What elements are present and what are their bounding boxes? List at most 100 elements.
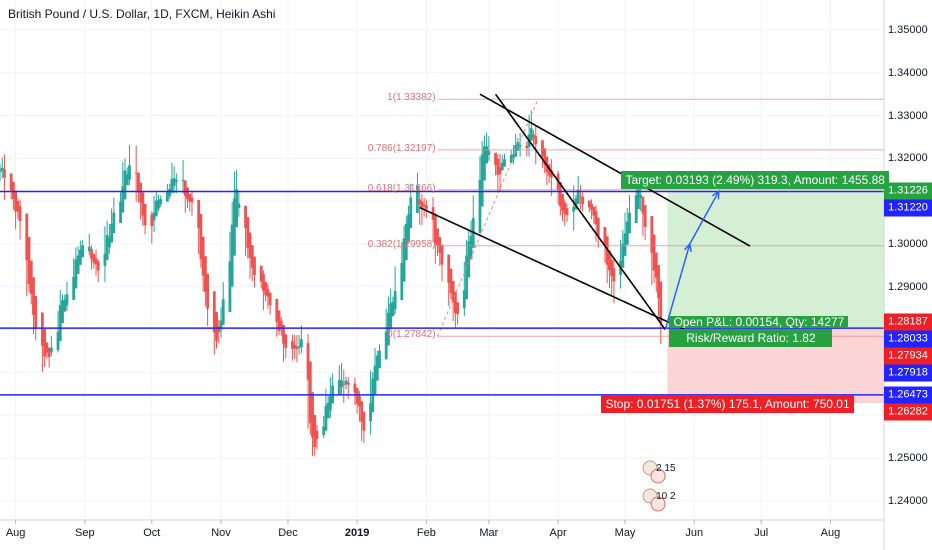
candle-body-down [215,311,218,341]
candle-body-down [266,288,270,297]
candle-body-up [328,396,332,411]
time-tick-label: Dec [278,527,298,539]
candle-body-down [253,256,256,275]
candle-body-up [391,301,395,317]
price-tag: 1.26282 [884,403,932,421]
candle-body-down [186,188,189,200]
chart-axes [0,0,885,550]
time-tick-label: 2019 [344,527,370,539]
candle-body-down [3,169,6,178]
candle-body-down [18,206,22,222]
candle-body-down [199,214,203,260]
candle-body-down [353,383,357,393]
trend-lines[interactable] [419,93,751,339]
candle-body-down [282,324,285,344]
candle-body-down [32,277,35,315]
price-tag: 1.26473 [884,386,932,404]
candle-body-down [581,196,585,205]
time-tick-label: May [614,527,636,539]
candle-body-up [625,221,629,245]
candle-body-down [90,249,93,259]
event-flag-icon [650,496,666,512]
candle-body-up [404,224,408,261]
price-tag: 1.27934 [884,347,932,365]
candle-body-down [594,211,598,225]
candle-body-up [639,194,643,199]
candle-body-down [94,258,98,265]
candle-body-down [654,252,658,278]
candle-body-up [110,223,114,243]
time-tick-label: Sep [75,527,95,539]
candle-body-down [608,250,611,271]
candle-body-up [514,145,518,157]
candle-body-down [422,204,426,207]
candle-body-down [311,392,314,438]
price-tick-label: 1.24000 [888,494,928,507]
candle-body-down [268,292,272,306]
candle-body-down [277,310,281,331]
candle-body-down [565,208,569,216]
candle-body-down [592,206,596,216]
candle-body-down [449,268,453,294]
candle-body-up [237,203,241,209]
candle-body-up [574,198,578,210]
candle-body-up [500,162,504,171]
candlestick-series[interactable] [0,110,663,457]
candle-body-down [358,396,361,407]
price-tick-label: 1.35000 [888,23,928,36]
candle-body-up [168,189,172,197]
candle-body-up [512,154,515,159]
time-tick-label: Jun [685,527,704,539]
candle-body-down [295,346,299,349]
candle-body-down [587,200,591,208]
candle-body-up [628,212,631,234]
candle-body-up [230,224,234,287]
price-tag: 1.31220 [884,199,932,217]
candle-body-up [107,237,111,248]
candle-body-down [315,430,319,439]
candle-body-down [494,152,497,165]
horizontal-levels[interactable] [0,190,884,396]
candle-body-up [232,198,236,256]
risk-reward-label: Risk/Reward Ratio: 1.82 [669,329,833,348]
candle-body-up [402,238,406,282]
open-pl-label: Open P&L: 0.00154, Qty: 14277 [669,316,849,329]
candle-body-down [596,217,600,237]
target-label: Target: 0.03193 (2.49%) 319.3, Amount: 1… [621,171,889,190]
candle-body-down [355,388,359,405]
candle-body-up [576,189,580,204]
candle-body-up [123,170,127,200]
candle-body-up [340,380,343,388]
candle-body-up [81,245,84,258]
candle-body-up [166,190,169,202]
candle-body-up [634,195,638,223]
candle-body-down [496,158,500,175]
candle-body-down [534,136,538,145]
candle-body-down [436,228,439,246]
candle-body-down [206,273,210,309]
candle-body-down [590,203,593,210]
event-badges[interactable]: 2 15 10 2 [642,460,676,512]
candle-body-up [326,402,330,419]
candle-body-up [389,303,393,330]
candle-body-up [407,214,410,243]
candle-body-up [152,212,156,221]
candle-body-down [532,134,535,138]
candle-body-down [264,282,268,296]
candle-body-down [451,280,455,303]
price-tick-label: 1.34000 [888,66,928,79]
candle-body-down [262,273,265,291]
candle-body-down [217,326,221,333]
candle-body-up [170,179,174,193]
candle-body-down [139,182,143,203]
price-tick-label: 1.25000 [888,451,928,464]
candle-body-down [183,180,187,196]
candle-body-up [337,379,341,395]
candle-body-up [299,339,303,347]
candle-body-down [650,216,654,253]
stop-label: Stop: 0.01751 (1.37%) 175.1, Amount: 750… [601,395,854,414]
candle-body-down [558,181,562,206]
time-tick-label: Nov [211,527,231,539]
candle-body-up [478,180,482,233]
